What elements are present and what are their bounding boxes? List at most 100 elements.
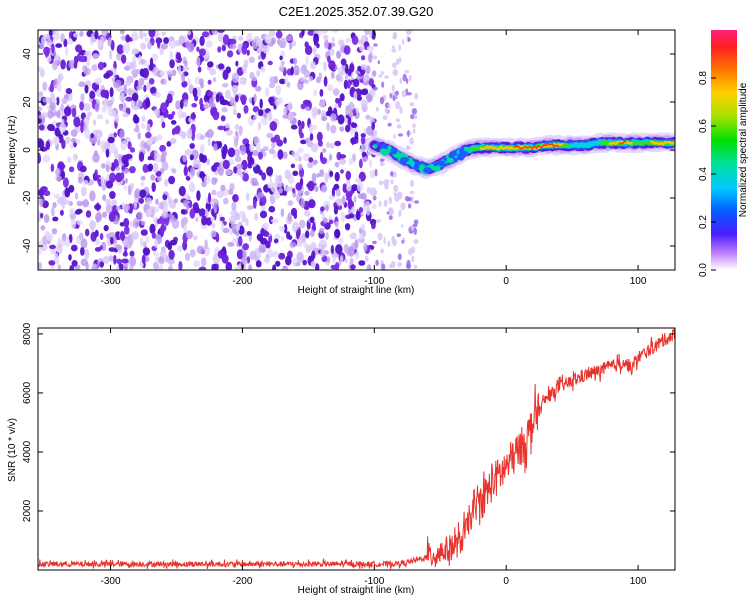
noise-speckle	[296, 229, 300, 240]
noise-speckle	[199, 135, 205, 140]
noise-speckle	[335, 74, 341, 81]
noise-speckle	[107, 136, 115, 144]
noise-speckle	[223, 197, 229, 205]
noise-speckle	[57, 264, 62, 270]
noise-speckle	[241, 259, 248, 265]
noise-speckle	[234, 155, 242, 163]
noise-speckle	[229, 96, 234, 106]
noise-speckle	[78, 232, 84, 240]
noise-speckle	[109, 142, 116, 154]
noise-speckle	[235, 213, 241, 221]
noise-speckle	[252, 115, 257, 121]
noise-speckle	[326, 257, 331, 263]
noise-speckle	[125, 80, 131, 87]
snr-panel: -300 -200 -100 0 100 2000 4000 6000 8000 Height…	[7, 322, 676, 596]
noise-speckle	[304, 106, 311, 111]
noise-speckle	[369, 169, 376, 179]
noise-speckle	[238, 125, 243, 136]
y-tick-label: 4000	[22, 440, 33, 463]
noise-speckle	[163, 37, 170, 45]
noise-speckle	[181, 132, 186, 140]
noise-speckle	[365, 114, 371, 120]
noise-speckle	[38, 124, 45, 131]
noise-speckle	[153, 108, 161, 116]
noise-speckle	[343, 79, 349, 90]
colorbar-tick-label: 0.6	[698, 119, 709, 133]
noise-speckle	[320, 30, 328, 35]
noise-speckle	[404, 70, 410, 74]
noise-speckle	[124, 136, 131, 143]
noise-speckle	[212, 111, 220, 121]
noise-speckle	[323, 61, 327, 72]
noise-speckle	[100, 163, 106, 169]
noise-speckle	[249, 157, 255, 166]
noise-speckle	[275, 98, 281, 107]
noise-speckle	[96, 138, 101, 146]
noise-speckle	[351, 35, 359, 45]
noise-speckle	[330, 71, 335, 79]
noise-speckle	[410, 179, 414, 187]
noise-speckle	[377, 232, 383, 241]
noise-speckle	[144, 37, 149, 43]
signal-speckle	[423, 167, 432, 174]
noise-speckle	[117, 153, 122, 164]
noise-speckle	[196, 56, 201, 67]
noise-speckle	[311, 250, 316, 260]
noise-speckle	[131, 92, 139, 102]
noise-speckle	[393, 134, 396, 139]
noise-speckle	[204, 208, 209, 218]
noise-speckle	[215, 234, 220, 243]
noise-speckle	[280, 208, 285, 218]
noise-speckle	[330, 124, 337, 134]
noise-speckle	[360, 99, 368, 108]
noise-speckle	[51, 206, 55, 217]
noise-speckle	[300, 198, 306, 209]
noise-speckle	[237, 35, 244, 41]
noise-speckle	[286, 186, 294, 192]
noise-speckle	[325, 232, 329, 240]
noise-speckle	[236, 112, 241, 119]
noise-speckle	[339, 93, 345, 102]
noise-speckle	[121, 54, 127, 64]
noise-speckle	[91, 263, 99, 270]
noise-speckle	[55, 168, 61, 177]
noise-speckle	[393, 184, 399, 193]
noise-speckle	[399, 106, 403, 114]
noise-speckle	[220, 184, 226, 192]
noise-speckle	[122, 112, 130, 118]
noise-speckle	[259, 200, 264, 207]
noise-speckle	[346, 183, 352, 192]
noise-speckle	[256, 233, 264, 242]
noise-speckle	[239, 76, 247, 85]
noise-speckle	[363, 242, 368, 252]
noise-speckle	[326, 122, 330, 132]
noise-speckle	[292, 221, 299, 233]
snr-x-label: Height of straight line (km)	[298, 585, 415, 596]
noise-speckle	[229, 215, 237, 225]
noise-speckle	[149, 223, 156, 234]
noise-speckle	[287, 200, 294, 206]
noise-speckle	[51, 125, 56, 132]
noise-speckle	[267, 183, 274, 189]
noise-speckle	[84, 248, 90, 260]
noise-speckle	[339, 126, 345, 132]
noise-speckle	[45, 96, 51, 104]
noise-speckle	[261, 172, 267, 181]
noise-speckle	[73, 116, 81, 128]
noise-speckle	[69, 265, 75, 270]
noise-speckle	[314, 186, 319, 193]
noise-speckle	[43, 190, 51, 197]
noise-speckle	[57, 74, 62, 85]
noise-speckle	[195, 217, 199, 222]
noise-speckle	[184, 60, 188, 67]
noise-speckle	[96, 114, 104, 120]
noise-speckle	[109, 87, 114, 98]
noise-speckle	[329, 143, 335, 149]
noise-speckle	[177, 64, 181, 75]
noise-speckle	[119, 231, 126, 241]
noise-speckle	[336, 204, 343, 210]
noise-speckle	[52, 216, 59, 222]
noise-speckle	[313, 89, 317, 97]
noise-speckle	[407, 130, 410, 138]
noise-speckle	[229, 43, 237, 50]
